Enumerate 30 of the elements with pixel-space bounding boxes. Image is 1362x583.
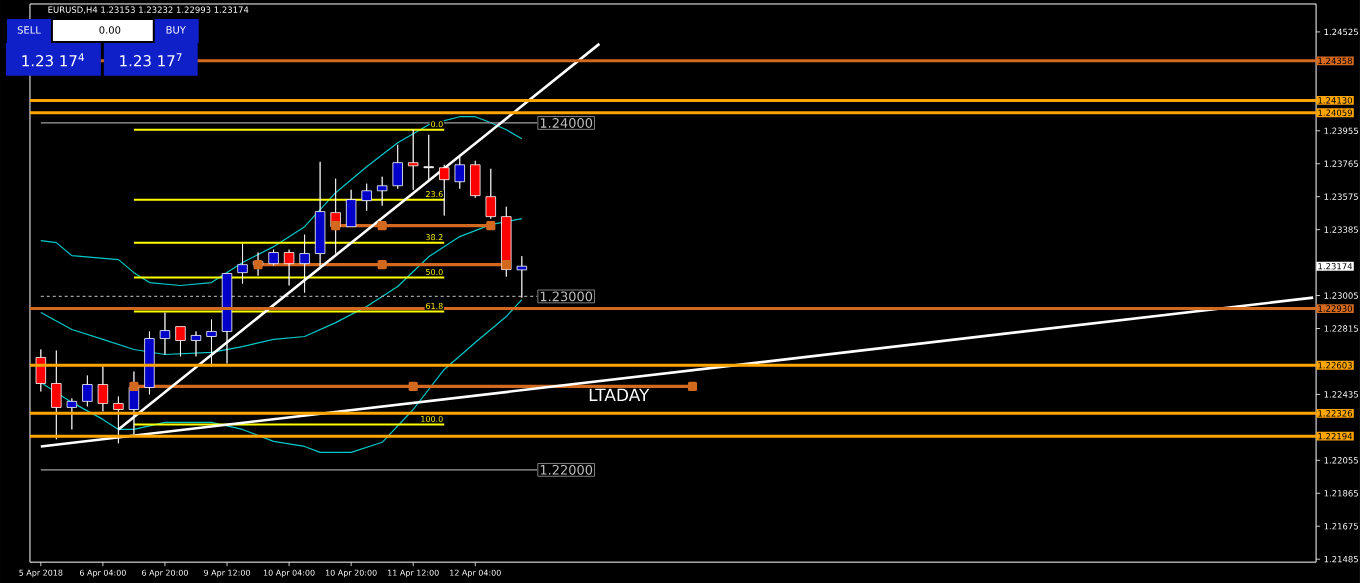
y-tick-label: 1.24525 [1324,28,1358,36]
annotation: BUY [166,26,186,34]
y-tick-label: 1.23955 [1324,127,1358,134]
ref-line-label: 1.24130 [1318,97,1353,104]
chart-title: EURUSD,H4 1.23153 1.23232 1.22993 1.23174 [48,6,249,14]
annotation: 1.24000 [540,118,593,128]
y-tick-label: 1.23005 [1324,292,1358,299]
y-tick-label: 1.22815 [1324,325,1358,332]
y-tick-label: 1.22435 [1324,391,1358,398]
y-tick-label: 1.22055 [1324,457,1358,464]
annotation: 1.23000 [540,291,593,302]
annotation: 0.00 [99,26,121,34]
ref-line-label: 1.24059 [1318,109,1352,116]
y-tick-label: 1.23765 [1324,160,1358,167]
y-tick-label: 1.23385 [1324,226,1358,233]
annotation: SELL [17,26,41,34]
ref-line-label: 1.22194 [1318,432,1353,440]
annotation: LTADAY [589,388,650,401]
ref-line-label: 1.22930 [1318,305,1353,312]
annotation: 1.23 17$^{7}$ [120,53,182,67]
ref-line-label: 1.24358 [1318,57,1352,65]
y-tick-label: 1.21865 [1324,490,1358,497]
ref-line-label: 1.22603 [1318,362,1352,369]
y-tick-label: 1.23575 [1324,193,1358,200]
text: 1.23174 [1318,262,1353,270]
annotation: 1.23 17$^{4}$ [22,53,85,67]
y-tick-label: 1.21485 [1324,555,1358,563]
annotation: 1.22000 [540,464,593,475]
y-tick-label: 1.21675 [1324,522,1358,530]
ref-line-label: 1.22326 [1318,410,1353,417]
